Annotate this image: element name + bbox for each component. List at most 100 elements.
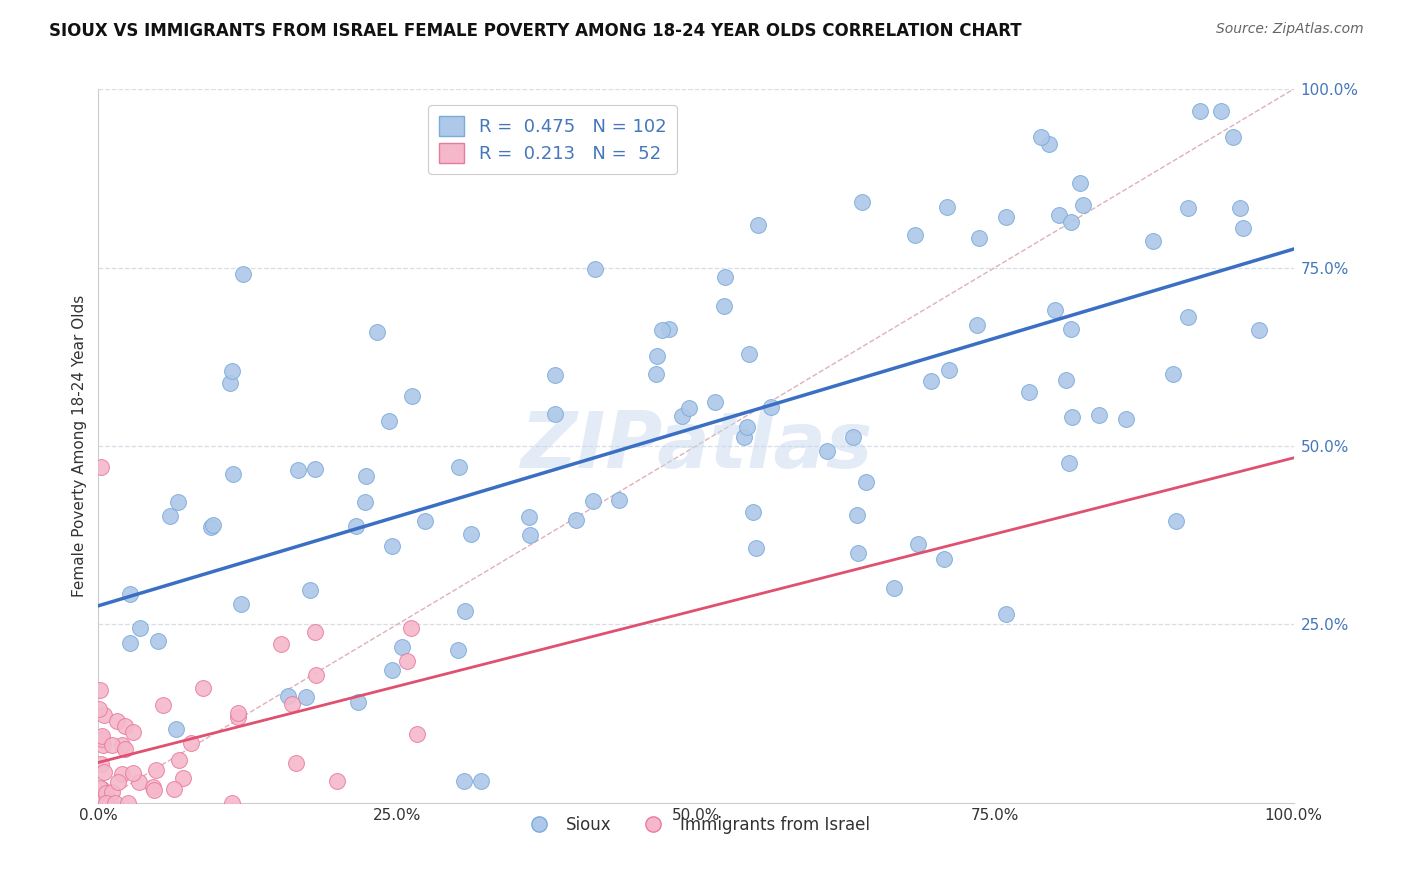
Point — [120, 636, 142, 650]
Point — [447, 460, 470, 475]
Point — [96, 786, 118, 800]
Point — [167, 495, 190, 509]
Point — [391, 640, 413, 654]
Point — [114, 741, 136, 756]
Point — [354, 495, 377, 509]
Point — [395, 654, 418, 668]
Point — [191, 681, 214, 695]
Point — [1229, 201, 1251, 215]
Point — [145, 763, 167, 777]
Point — [1054, 373, 1077, 387]
Point — [413, 514, 436, 528]
Point — [228, 706, 250, 720]
Point — [1047, 208, 1070, 222]
Point — [100, 738, 122, 752]
Point — [304, 462, 326, 476]
Point — [122, 724, 145, 739]
Point — [142, 780, 165, 795]
Point — [761, 401, 783, 415]
Point — [855, 475, 877, 489]
Point — [1062, 410, 1084, 425]
Point — [658, 322, 681, 336]
Point — [305, 668, 328, 682]
Point — [994, 607, 1017, 622]
Point — [1088, 409, 1111, 423]
Point — [354, 469, 377, 483]
Point — [1247, 323, 1270, 337]
Point — [841, 430, 863, 444]
Point — [713, 300, 735, 314]
Point — [159, 508, 181, 523]
Point — [671, 409, 693, 423]
Point — [277, 689, 299, 703]
Point — [381, 664, 404, 678]
Point — [460, 526, 482, 541]
Point — [202, 518, 225, 533]
Point — [93, 790, 115, 805]
Point — [96, 796, 118, 810]
Point — [651, 323, 673, 337]
Point — [519, 510, 541, 524]
Point — [851, 195, 873, 210]
Point — [565, 513, 588, 527]
Point — [229, 597, 252, 611]
Point — [100, 796, 122, 810]
Point — [544, 407, 567, 421]
Point — [1029, 130, 1052, 145]
Point — [1142, 234, 1164, 248]
Point — [232, 267, 254, 281]
Point — [172, 771, 194, 785]
Point — [287, 463, 309, 477]
Point — [122, 766, 145, 780]
Point — [713, 269, 735, 284]
Point — [180, 736, 202, 750]
Legend: Sioux, Immigrants from Israel: Sioux, Immigrants from Israel — [516, 810, 876, 841]
Point — [907, 537, 929, 551]
Point — [344, 518, 367, 533]
Point — [118, 587, 141, 601]
Point — [90, 756, 112, 771]
Point — [90, 796, 112, 810]
Point — [883, 582, 905, 596]
Point — [105, 714, 128, 728]
Point — [1222, 130, 1244, 145]
Point — [1060, 321, 1083, 335]
Point — [1115, 411, 1137, 425]
Point — [295, 690, 318, 704]
Point — [544, 368, 567, 383]
Point — [935, 200, 957, 214]
Point — [270, 636, 292, 650]
Point — [163, 782, 186, 797]
Point — [1177, 310, 1199, 325]
Point — [583, 262, 606, 277]
Point — [446, 643, 468, 657]
Text: Source: ZipAtlas.com: Source: ZipAtlas.com — [1216, 22, 1364, 37]
Point — [747, 218, 769, 232]
Point — [378, 414, 401, 428]
Point — [994, 210, 1017, 224]
Point — [582, 494, 605, 508]
Point — [298, 583, 321, 598]
Point — [91, 781, 114, 796]
Point — [221, 364, 243, 378]
Point — [90, 729, 112, 743]
Point — [107, 775, 129, 789]
Text: ZIPatlas: ZIPatlas — [520, 408, 872, 484]
Point — [966, 318, 988, 332]
Point — [921, 374, 943, 388]
Point — [381, 539, 404, 553]
Point — [1069, 176, 1091, 190]
Point — [519, 528, 541, 542]
Point — [733, 430, 755, 444]
Point — [1059, 215, 1081, 229]
Point — [366, 325, 388, 339]
Point — [453, 774, 475, 789]
Point — [645, 349, 668, 363]
Point — [932, 552, 955, 566]
Point — [218, 376, 240, 391]
Point — [326, 774, 349, 789]
Point — [735, 420, 758, 434]
Point — [165, 722, 187, 736]
Point — [111, 738, 134, 752]
Point — [401, 389, 423, 403]
